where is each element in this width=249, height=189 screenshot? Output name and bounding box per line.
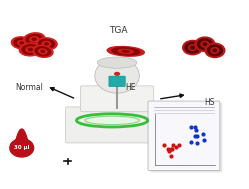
- Point: [167, 150, 171, 153]
- Polygon shape: [11, 129, 32, 144]
- Ellipse shape: [26, 47, 35, 52]
- FancyBboxPatch shape: [80, 86, 154, 112]
- Ellipse shape: [97, 57, 137, 68]
- FancyBboxPatch shape: [109, 76, 125, 87]
- Point: [177, 143, 181, 146]
- Point: [189, 141, 193, 144]
- Ellipse shape: [183, 40, 202, 55]
- Ellipse shape: [28, 48, 32, 51]
- Ellipse shape: [123, 50, 129, 52]
- Ellipse shape: [14, 38, 29, 47]
- Ellipse shape: [36, 38, 57, 50]
- Ellipse shape: [33, 45, 53, 57]
- Ellipse shape: [195, 37, 215, 51]
- Ellipse shape: [112, 48, 140, 55]
- FancyBboxPatch shape: [150, 103, 222, 172]
- Ellipse shape: [20, 42, 24, 44]
- Ellipse shape: [30, 37, 38, 42]
- Point: [195, 134, 199, 137]
- Ellipse shape: [19, 43, 42, 56]
- Ellipse shape: [39, 39, 55, 48]
- Polygon shape: [10, 139, 34, 157]
- Text: · · · · · · · · ·: · · · · · · · · ·: [174, 164, 193, 168]
- Ellipse shape: [39, 49, 47, 54]
- Point: [162, 143, 166, 146]
- Ellipse shape: [18, 40, 26, 45]
- Ellipse shape: [11, 37, 32, 49]
- Ellipse shape: [26, 34, 42, 44]
- Ellipse shape: [189, 45, 196, 50]
- Point: [170, 154, 174, 157]
- Ellipse shape: [205, 43, 225, 57]
- Ellipse shape: [203, 43, 207, 46]
- Ellipse shape: [32, 38, 36, 40]
- Ellipse shape: [185, 42, 200, 53]
- Ellipse shape: [211, 48, 219, 53]
- Point: [170, 148, 174, 151]
- Text: 30 µl: 30 µl: [14, 145, 29, 149]
- Text: Normal: Normal: [15, 83, 43, 92]
- Point: [171, 144, 175, 147]
- Point: [200, 133, 204, 136]
- Ellipse shape: [213, 49, 217, 52]
- FancyBboxPatch shape: [65, 107, 169, 143]
- Ellipse shape: [22, 45, 39, 54]
- Ellipse shape: [41, 50, 45, 52]
- Point: [193, 126, 197, 129]
- Point: [193, 134, 197, 137]
- Ellipse shape: [207, 45, 222, 56]
- Ellipse shape: [114, 72, 120, 76]
- Point: [195, 142, 199, 145]
- Ellipse shape: [42, 41, 51, 46]
- Ellipse shape: [107, 46, 144, 56]
- Point: [170, 147, 174, 150]
- Text: HE: HE: [125, 83, 136, 92]
- Text: TGA: TGA: [109, 26, 127, 35]
- Ellipse shape: [85, 116, 139, 125]
- Point: [194, 128, 198, 131]
- Point: [189, 126, 193, 129]
- FancyBboxPatch shape: [148, 101, 220, 170]
- Point: [202, 139, 206, 142]
- Point: [166, 148, 170, 151]
- Ellipse shape: [35, 47, 51, 56]
- Ellipse shape: [23, 33, 45, 46]
- Point: [174, 146, 178, 149]
- Ellipse shape: [118, 49, 133, 53]
- Ellipse shape: [197, 39, 212, 50]
- Ellipse shape: [95, 58, 139, 93]
- Ellipse shape: [201, 41, 209, 47]
- Ellipse shape: [45, 43, 48, 45]
- Ellipse shape: [191, 46, 194, 49]
- Text: HS: HS: [205, 98, 215, 107]
